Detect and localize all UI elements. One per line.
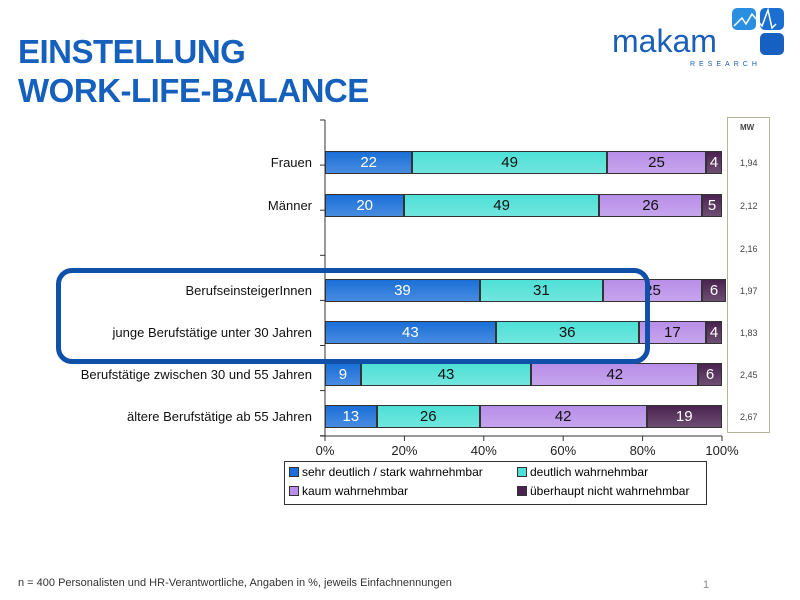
bar-segment: 31 — [479, 279, 603, 302]
x-tick-label: 20% — [391, 443, 418, 458]
data-label: 5 — [707, 197, 717, 214]
data-label: 31 — [533, 282, 550, 299]
legend-swatch — [289, 467, 299, 477]
bar-segment: 22 — [325, 151, 413, 174]
x-tick-label: 60% — [550, 443, 577, 458]
legend-swatch — [517, 486, 527, 496]
bar-segment: 25 — [606, 151, 707, 174]
category-label: Berufstätige zwischen 30 und 55 Jahren — [80, 367, 312, 382]
legend-item: überhaupt nicht wahrnehmbar — [517, 484, 689, 498]
mw-value: 1,83 — [740, 328, 758, 338]
bar-segment: 26 — [598, 194, 703, 217]
bar-segment: 6 — [698, 363, 722, 386]
bar-segment: 6 — [702, 279, 726, 302]
data-label: 42 — [606, 366, 624, 383]
data-label: 6 — [709, 282, 719, 299]
data-label: 36 — [558, 324, 576, 341]
page-number: 1 — [703, 579, 710, 591]
mw-value: 1,97 — [740, 286, 758, 296]
data-label: 49 — [493, 197, 510, 214]
page-title: EINSTELLUNG WORK-LIFE-BALANCE — [18, 32, 369, 110]
legend-label: überhaupt nicht wahrnehmbar — [530, 484, 690, 498]
data-label: 26 — [419, 408, 437, 425]
x-tick-label: 0% — [315, 443, 335, 458]
bar-segment: 39 — [325, 279, 480, 302]
title-line-1: EINSTELLUNG — [18, 33, 246, 70]
mw-value: 2,12 — [740, 201, 758, 211]
bar-segment: 13 — [325, 405, 377, 428]
x-tick-label: 80% — [629, 443, 656, 458]
data-label: 39 — [394, 282, 411, 299]
bar-segment: 49 — [412, 151, 607, 174]
bar-segment: 20 — [325, 194, 405, 217]
bar-segment: 43 — [360, 363, 532, 386]
data-label: 49 — [501, 154, 518, 171]
bar-segment: 26 — [376, 405, 480, 428]
category-label: ältere Berufstätige ab 55 Jahren — [126, 409, 312, 424]
mw-value: 2,16 — [740, 244, 758, 254]
legend-item: sehr deutlich / stark wahrnehmbar — [289, 465, 483, 479]
bar-segment: 42 — [479, 405, 647, 428]
data-label: 20 — [356, 197, 374, 214]
legend-label: kaum wahrnehmbar — [302, 484, 409, 498]
data-label: 42 — [554, 408, 572, 425]
data-label: 25 — [648, 154, 665, 171]
bar-segment: 5 — [702, 194, 722, 217]
data-label: 22 — [360, 154, 377, 171]
data-label: 4 — [709, 154, 719, 171]
title-line-2: WORK-LIFE-BALANCE — [18, 72, 369, 109]
bar-segment: 43 — [325, 321, 496, 344]
data-label: 26 — [642, 197, 659, 214]
data-label: 4 — [709, 324, 719, 341]
legend-item: kaum wahrnehmbar — [289, 484, 408, 498]
mw-value: 2,45 — [740, 370, 758, 380]
bar-segment: 49 — [404, 194, 599, 217]
legend-item: deutlich wahrnehmbar — [517, 465, 648, 479]
legend-swatch — [289, 486, 299, 496]
data-label: 9 — [338, 366, 348, 383]
bar-segment: 17 — [638, 321, 707, 344]
category-label: Frauen — [270, 155, 312, 170]
svg-text:makam: makam — [612, 23, 717, 59]
bar-segment: 4 — [706, 151, 722, 174]
data-label: 17 — [664, 324, 681, 341]
svg-text:RESEARCH: RESEARCH — [690, 61, 761, 68]
highlight-frame — [56, 268, 650, 364]
makam-logo: makam RESEARCH — [612, 7, 784, 68]
category-label: BerufseinsteigerInnen — [185, 283, 312, 298]
x-tick-label: 100% — [705, 443, 739, 458]
legend-swatch — [517, 467, 527, 477]
data-label: 13 — [342, 408, 360, 425]
data-label: 6 — [705, 366, 715, 383]
legend-label: deutlich wahrnehmbar — [530, 465, 649, 479]
category-label: Männer — [267, 198, 312, 213]
mw-header: MW — [740, 123, 755, 132]
legend: sehr deutlich / stark wahrnehmbar deutlic… — [284, 461, 707, 505]
data-label: 43 — [437, 366, 455, 383]
legend-label: sehr deutlich / stark wahrnehmbar — [302, 465, 483, 479]
mw-value: 1,94 — [740, 158, 758, 168]
mw-value: 2,67 — [740, 412, 758, 422]
bar-segment: 4 — [706, 321, 722, 344]
bar-segment: 36 — [495, 321, 639, 344]
bar-segment: 19 — [646, 405, 722, 428]
mw-box — [727, 117, 770, 433]
category-label: junge Berufstätige unter 30 Jahren — [112, 325, 312, 340]
footnote: n = 400 Personalisten und HR-Verantwortl… — [18, 577, 452, 589]
data-label: 19 — [675, 408, 693, 425]
x-tick-label: 40% — [470, 443, 497, 458]
data-label: 43 — [402, 324, 419, 341]
